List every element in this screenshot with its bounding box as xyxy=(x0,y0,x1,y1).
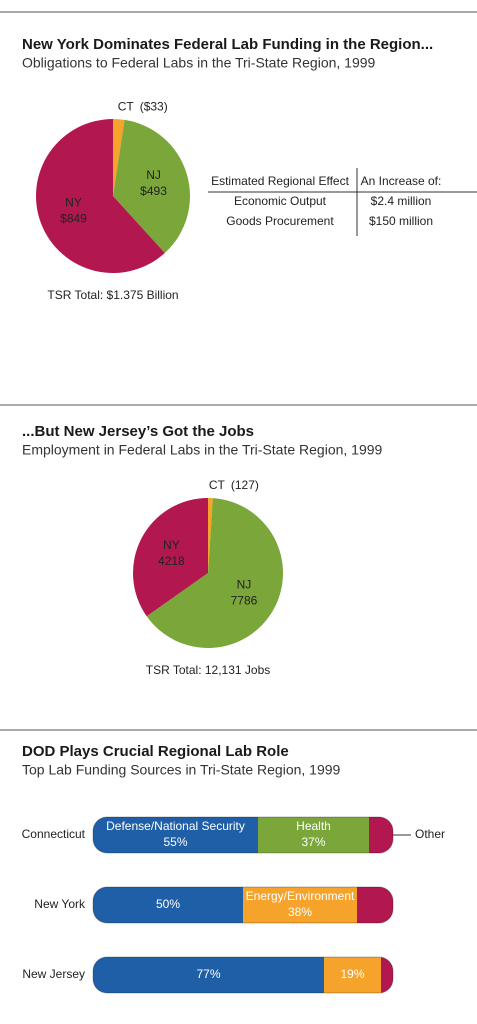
series-label: Other xyxy=(415,827,445,841)
value-label: 50% xyxy=(156,897,180,911)
chart-subtitle: Obligations to Federal Labs in the Tri-S… xyxy=(22,55,376,71)
bar-segment xyxy=(369,817,393,853)
slice-value: ($33) xyxy=(140,99,168,113)
series-label: Health xyxy=(296,819,331,833)
value-label: 38% xyxy=(288,905,312,919)
chart-title: ...But New Jersey’s Got the Jobs xyxy=(22,423,254,440)
bar-group xyxy=(93,957,393,993)
bar-outline xyxy=(92,886,394,924)
pie-slice xyxy=(146,498,283,648)
bar-group xyxy=(93,817,393,853)
pie-slice xyxy=(113,119,125,196)
bar-segment xyxy=(357,887,393,923)
pie-slice xyxy=(208,498,213,573)
category-label: New Jersey xyxy=(22,967,85,981)
bar-outline xyxy=(92,816,394,854)
table-cell: $150 million xyxy=(369,214,433,228)
table-cell: $2.4 million xyxy=(371,194,432,208)
series-label: Defense/National Security xyxy=(106,819,245,833)
slice-label: NJ xyxy=(146,168,161,182)
value-label: 37% xyxy=(301,835,325,849)
slice-label: NY xyxy=(65,195,82,209)
chart-subtitle: Top Lab Funding Sources in Tri-State Reg… xyxy=(22,762,341,778)
bar-segment xyxy=(381,957,393,993)
chart-subtitle: Employment in Federal Labs in the Tri-St… xyxy=(22,442,383,458)
table-cell: Economic Output xyxy=(234,194,327,208)
slice-label: NY xyxy=(163,538,180,552)
bar-segment xyxy=(93,957,324,993)
slice-value: $849 xyxy=(60,211,87,225)
bar-outline xyxy=(92,956,394,994)
value-label: 77% xyxy=(196,967,220,981)
slice-value: 7786 xyxy=(231,593,258,607)
slice-value: (127) xyxy=(231,478,259,492)
category-label: Connecticut xyxy=(22,827,86,841)
pie-slice xyxy=(35,119,165,274)
slice-value: 4218 xyxy=(158,554,185,568)
bar-group xyxy=(93,887,393,923)
pie-slice xyxy=(113,119,190,253)
value-label: 55% xyxy=(163,835,187,849)
total-label: TSR Total: 12,131 Jobs xyxy=(146,663,271,677)
bar-segment xyxy=(258,817,369,853)
series-label: Energy/Environment xyxy=(246,889,355,903)
value-label: 19% xyxy=(340,967,364,981)
slice-label: CT xyxy=(118,99,135,113)
slice-label: NJ xyxy=(237,577,252,591)
bar-segment xyxy=(93,887,243,923)
slice-label: CT xyxy=(209,478,226,492)
bar-segment xyxy=(243,887,357,923)
chart-title: New York Dominates Federal Lab Funding i… xyxy=(22,36,433,53)
pie-slice xyxy=(133,498,208,617)
total-label: TSR Total: $1.375 Billion xyxy=(47,288,178,302)
bar-segment xyxy=(93,817,258,853)
slice-value: $493 xyxy=(140,184,167,198)
bar-segment xyxy=(324,957,381,993)
chart-title: DOD Plays Crucial Regional Lab Role xyxy=(22,743,289,760)
table-cell: Goods Procurement xyxy=(226,214,334,228)
table-header: An Increase of: xyxy=(361,174,442,188)
category-label: New York xyxy=(34,897,86,911)
table-header: Estimated Regional Effect xyxy=(211,174,350,188)
